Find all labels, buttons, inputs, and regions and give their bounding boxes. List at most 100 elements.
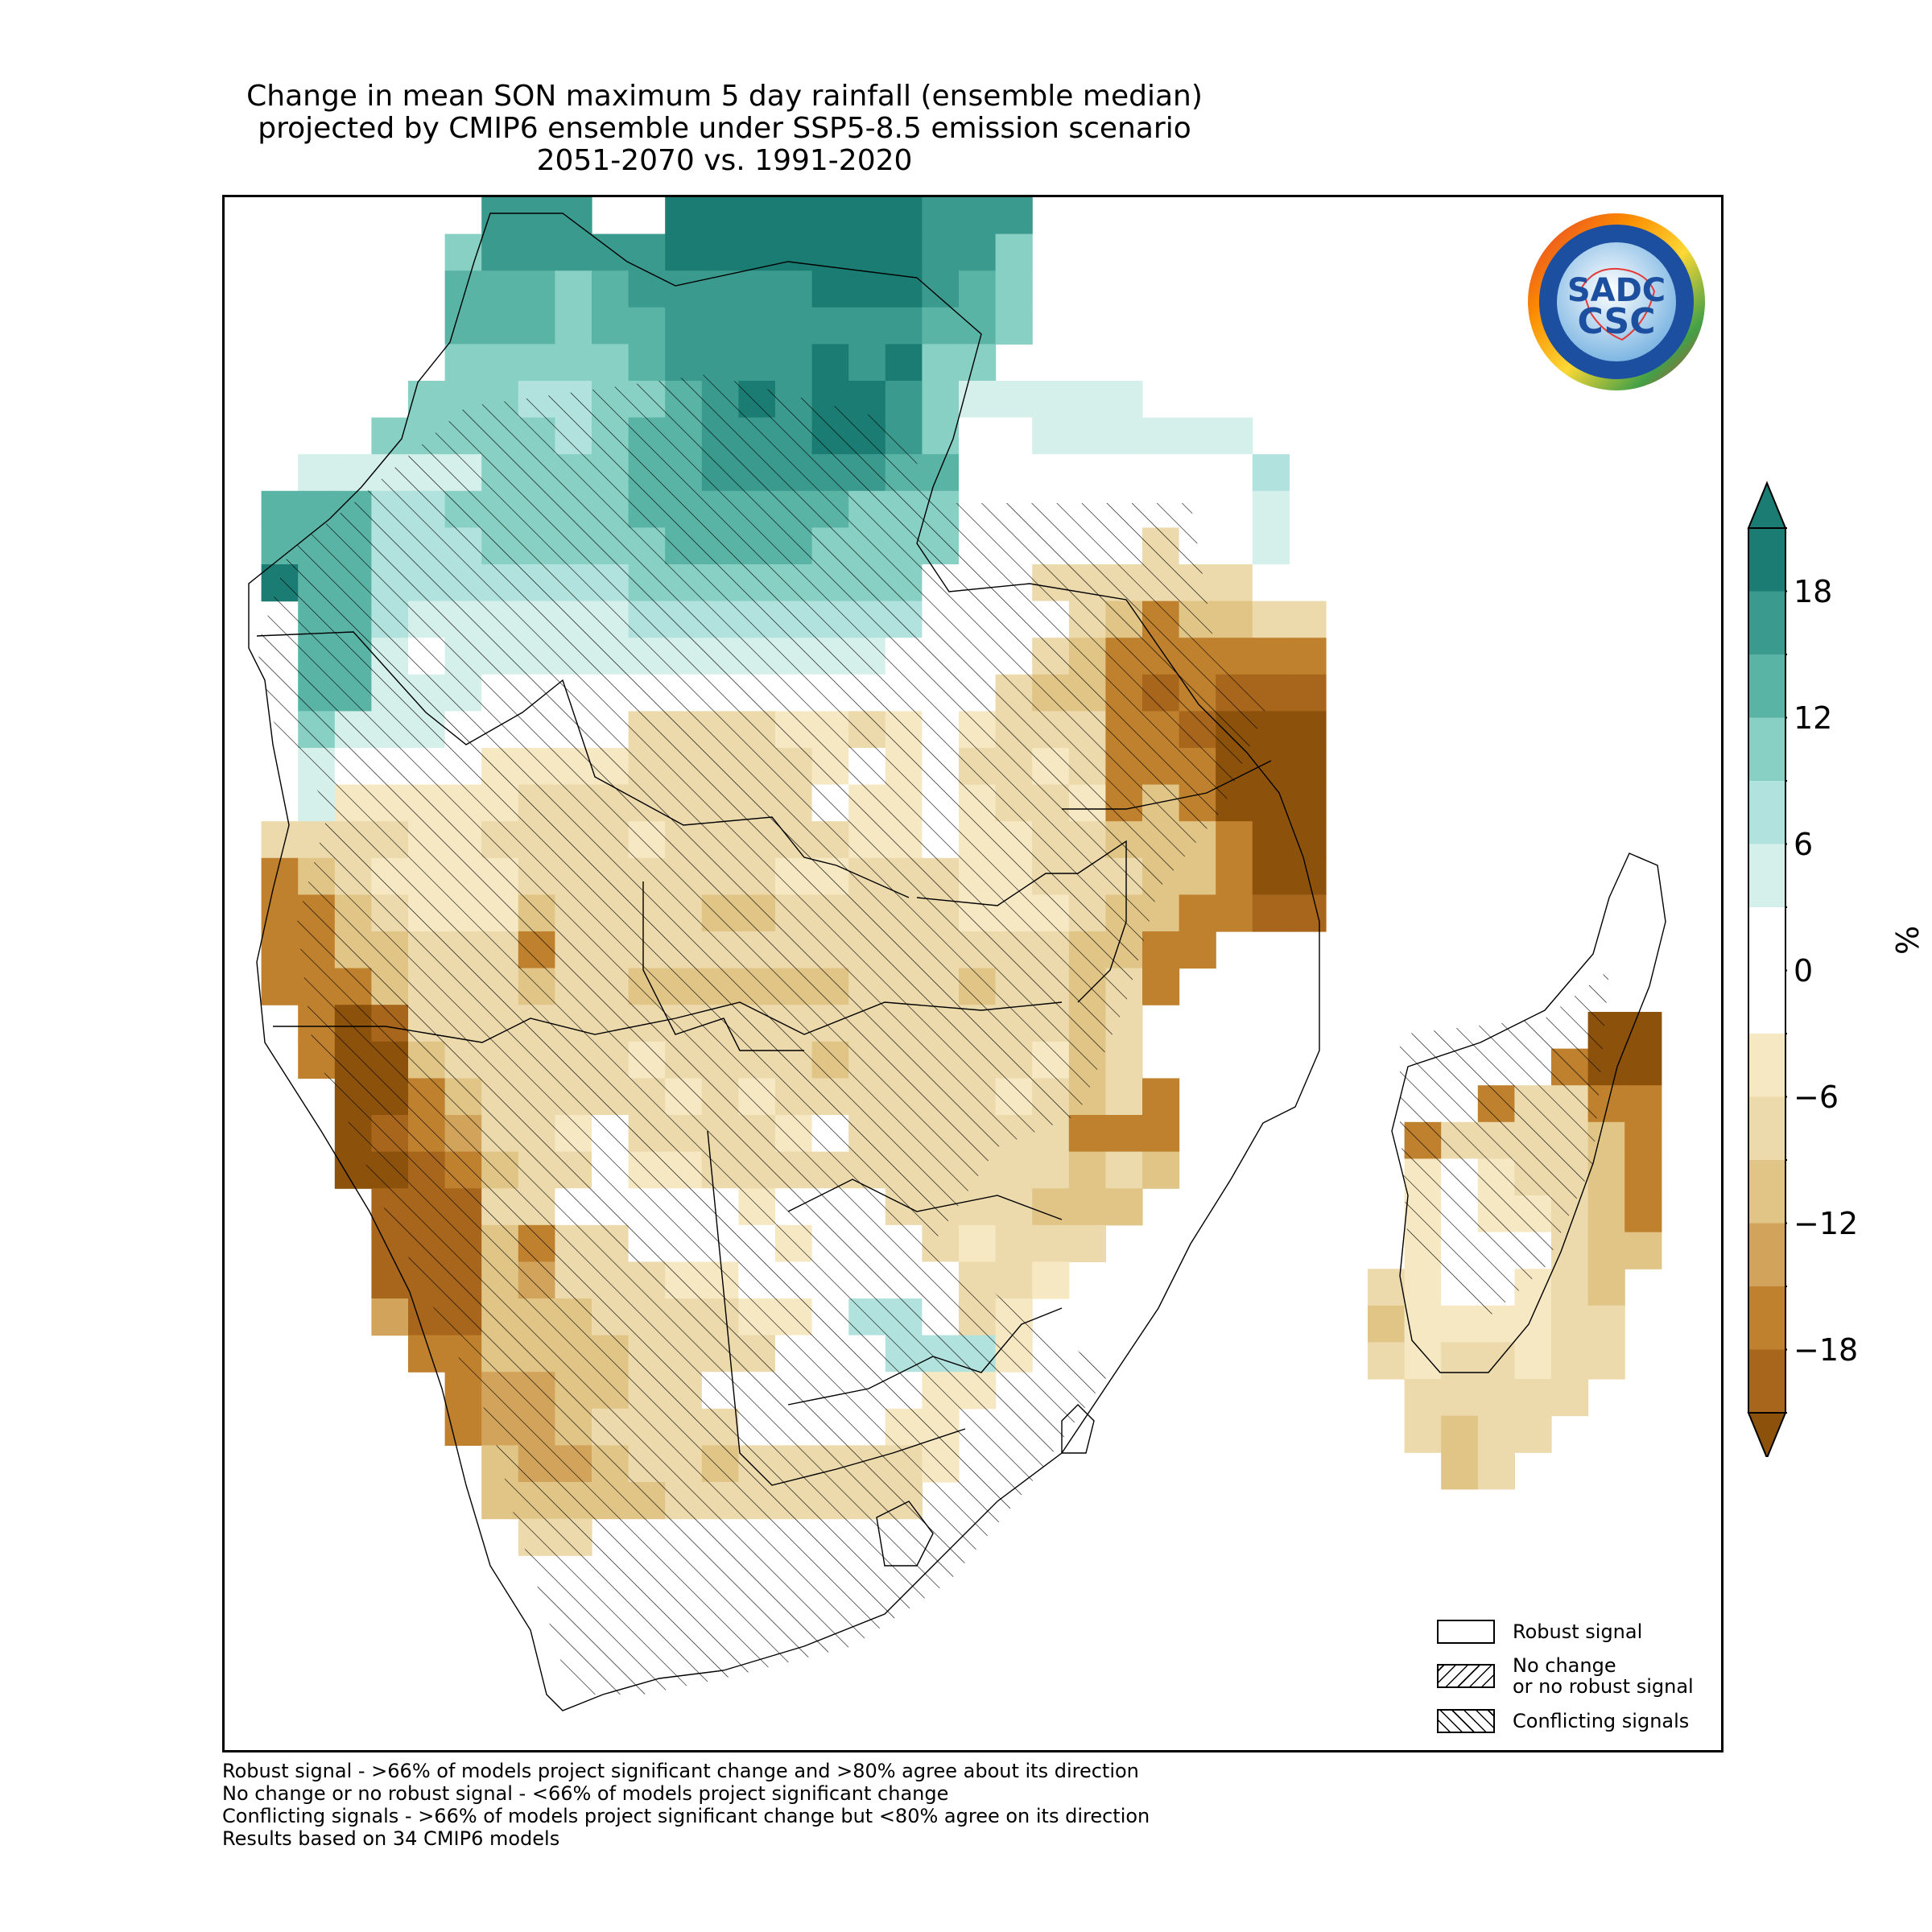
legend-no-change-label-2: or no robust signal xyxy=(1513,1675,1694,1698)
colorbar xyxy=(1747,481,1787,1457)
grid-cell xyxy=(1624,1232,1662,1269)
grid-cell xyxy=(885,197,923,235)
grid-cell xyxy=(1587,1195,1625,1233)
grid-cell xyxy=(1068,1188,1106,1226)
grid-cell xyxy=(775,270,813,308)
grid-cell xyxy=(1142,1151,1180,1189)
grid-cell xyxy=(1624,1195,1662,1233)
grid-cell xyxy=(922,233,960,271)
grid-cell xyxy=(1032,1151,1070,1189)
colorbar-unit: % xyxy=(1890,925,1926,955)
grid-cell xyxy=(261,490,299,528)
grid-cell xyxy=(959,381,997,419)
grid-cell xyxy=(1179,417,1216,455)
grid-cell xyxy=(481,270,519,308)
grid-cell xyxy=(775,307,813,345)
grid-cell xyxy=(1368,1305,1406,1343)
grid-cell xyxy=(1142,968,1180,1005)
colorbar-band xyxy=(1748,654,1785,718)
grid-cell xyxy=(481,307,519,345)
colorbar-tick-label: 18 xyxy=(1794,574,1833,609)
grid-cell xyxy=(1289,674,1327,712)
grid-cell xyxy=(1551,1269,1589,1307)
footnote-1: Robust signal - >66% of models project s… xyxy=(222,1760,1139,1782)
grid-cell xyxy=(1032,1224,1070,1262)
grid-cell xyxy=(1252,601,1290,638)
legend-conflicting-label: Conflicting signals xyxy=(1513,1710,1690,1732)
grid-cell xyxy=(1587,1342,1625,1380)
grid-cell xyxy=(518,197,555,235)
grid-cell xyxy=(518,344,555,382)
footnote-3: Conflicting signals - >66% of models pro… xyxy=(222,1805,1150,1827)
grid-cell xyxy=(1289,748,1327,786)
grid-cell xyxy=(1105,381,1143,419)
legend-no-change-label-1: No change xyxy=(1513,1654,1616,1677)
grid-cell xyxy=(555,270,592,308)
grid-cell xyxy=(885,233,923,271)
grid-cell xyxy=(959,417,997,455)
colorbar-band xyxy=(1748,591,1785,655)
title-line-3: 2051-2070 vs. 1991-2020 xyxy=(536,144,913,177)
grid-cell xyxy=(1105,1115,1143,1153)
grid-cell xyxy=(1179,454,1216,492)
grid-cell xyxy=(1624,1012,1662,1050)
grid-cell xyxy=(1289,711,1327,749)
grid-cell xyxy=(848,307,886,345)
grid-cell xyxy=(1551,1305,1589,1343)
grid-cell xyxy=(1142,931,1180,969)
grid-cell xyxy=(1216,601,1253,638)
grid-cell xyxy=(1289,638,1327,675)
grid-cell xyxy=(1068,1115,1106,1153)
grid-cell xyxy=(1032,1261,1070,1299)
grid-cell xyxy=(848,344,886,382)
grid-cell xyxy=(1587,1269,1625,1307)
colorbar-tick-label: 0 xyxy=(1794,953,1814,989)
grid-cell xyxy=(1477,1415,1515,1453)
grid-cell xyxy=(1514,1415,1552,1453)
grid-cell xyxy=(1477,1379,1515,1417)
grid-cell xyxy=(371,1261,409,1299)
grid-cell xyxy=(1142,454,1180,492)
grid-cell xyxy=(1142,417,1180,455)
grid-cell xyxy=(628,344,666,382)
grid-cell xyxy=(959,233,997,271)
title-line-2: projected by CMIP6 ensemble under SSP5-8… xyxy=(258,112,1191,145)
grid-cell xyxy=(1624,1121,1662,1159)
grid-cell xyxy=(701,307,739,345)
grid-cell xyxy=(334,454,372,492)
grid-cell xyxy=(811,270,849,308)
grid-cell xyxy=(922,454,960,492)
map-grid xyxy=(248,197,1666,1711)
colorbar-band xyxy=(1748,907,1785,971)
colorbar-band xyxy=(1748,528,1785,592)
grid-cell xyxy=(628,307,666,345)
grid-cell xyxy=(1441,1342,1479,1380)
grid-cell xyxy=(1216,490,1253,528)
grid-cell xyxy=(995,1261,1033,1299)
grid-cell xyxy=(444,344,482,382)
grid-cell xyxy=(1216,894,1253,932)
grid-cell xyxy=(738,307,776,345)
grid-cell xyxy=(1252,894,1290,932)
footnote-2: No change or no robust signal - <66% of … xyxy=(222,1782,949,1805)
grid-cell xyxy=(1252,784,1290,822)
grid-cell xyxy=(1404,1269,1442,1307)
grid-cell xyxy=(1252,527,1290,565)
grid-cell xyxy=(775,233,813,271)
grid-cell xyxy=(995,233,1033,271)
grid-cell xyxy=(555,344,592,382)
grid-cell xyxy=(995,307,1033,345)
grid-cell xyxy=(1032,381,1070,419)
grid-cell xyxy=(1179,894,1216,932)
grid-cell xyxy=(1068,381,1106,419)
no-robust-signal-hatch xyxy=(257,374,1271,1695)
colorbar-band xyxy=(1748,1223,1785,1287)
grid-cell xyxy=(1142,1078,1180,1116)
grid-cell xyxy=(922,270,960,308)
grid-cell xyxy=(885,270,923,308)
colorbar-extend-low xyxy=(1747,1412,1787,1457)
sadc-csc-logo: SADC CSC xyxy=(1525,211,1707,393)
colorbar-band xyxy=(1748,970,1785,1034)
grid-cell xyxy=(1105,417,1143,455)
logo-text-csc: CSC xyxy=(1577,301,1655,342)
